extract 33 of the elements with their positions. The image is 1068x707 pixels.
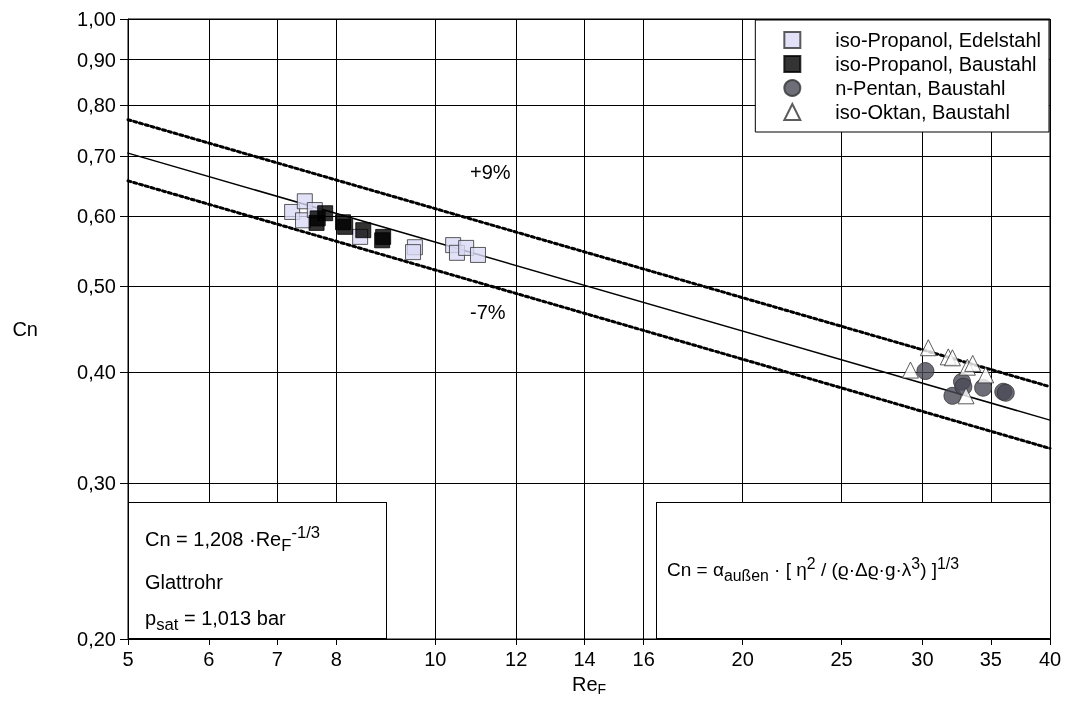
x-tick-label: 12 [505, 648, 528, 670]
x-tick-label: 7 [271, 648, 283, 670]
legend-label: iso-Propanol, Baustahl [835, 53, 1037, 75]
annotation: p$_{sat}$ = 1,013 bar [145, 605, 287, 636]
y-tick-label: 0,70 [77, 145, 116, 168]
y-tick-label: 0,20 [77, 628, 116, 650]
y-tick-label: 0,60 [77, 204, 116, 227]
x-tick-label: 8 [330, 648, 342, 670]
x-tick-label: 20 [731, 648, 754, 670]
annotation: +9% [470, 161, 511, 183]
text-box: Cn = α$_{außen}$ · [ η$^{2}$ / (ϱ·Δϱ·g·λ$^{3}$) ]$^{1/3}$ [656, 502, 1051, 639]
legend-label: iso-Propanol, Edelstahl [835, 29, 1042, 51]
x-tick-label: 30 [911, 648, 934, 670]
y-axis-title: Cn [12, 318, 38, 340]
x-tick-label: 40 [1038, 648, 1062, 670]
x-tick-label: 6 [203, 648, 215, 670]
annotation: -7% [470, 301, 506, 323]
legend-label: iso-Oktan, Baustahl [835, 101, 1010, 123]
y-tick-label: 0,40 [77, 360, 116, 383]
x-tick-label: 16 [632, 648, 655, 670]
y-tick-label: 0,50 [77, 275, 116, 298]
y-tick-label: 1,00 [77, 8, 116, 30]
annotation: Cn = α$_{außen}$ · [ η$^{2}$ / (ϱ·Δϱ·g·λ$^{3}$) ]$^{1/3}$ [667, 555, 960, 586]
annotation: Glattrohr [145, 569, 224, 595]
x-tick-label: 25 [830, 648, 853, 670]
y-tick-label: 0,90 [77, 48, 116, 71]
x-tick-label: 10 [424, 648, 447, 670]
legend-label: n-Pentan, Baustahl [835, 77, 1006, 99]
y-tick-label: 0,30 [77, 471, 116, 494]
x-tick-label: 14 [573, 648, 596, 670]
y-tick-label: 0,80 [77, 93, 116, 116]
x-tick-label: 5 [122, 648, 134, 670]
x-tick-label: 35 [979, 648, 1002, 670]
